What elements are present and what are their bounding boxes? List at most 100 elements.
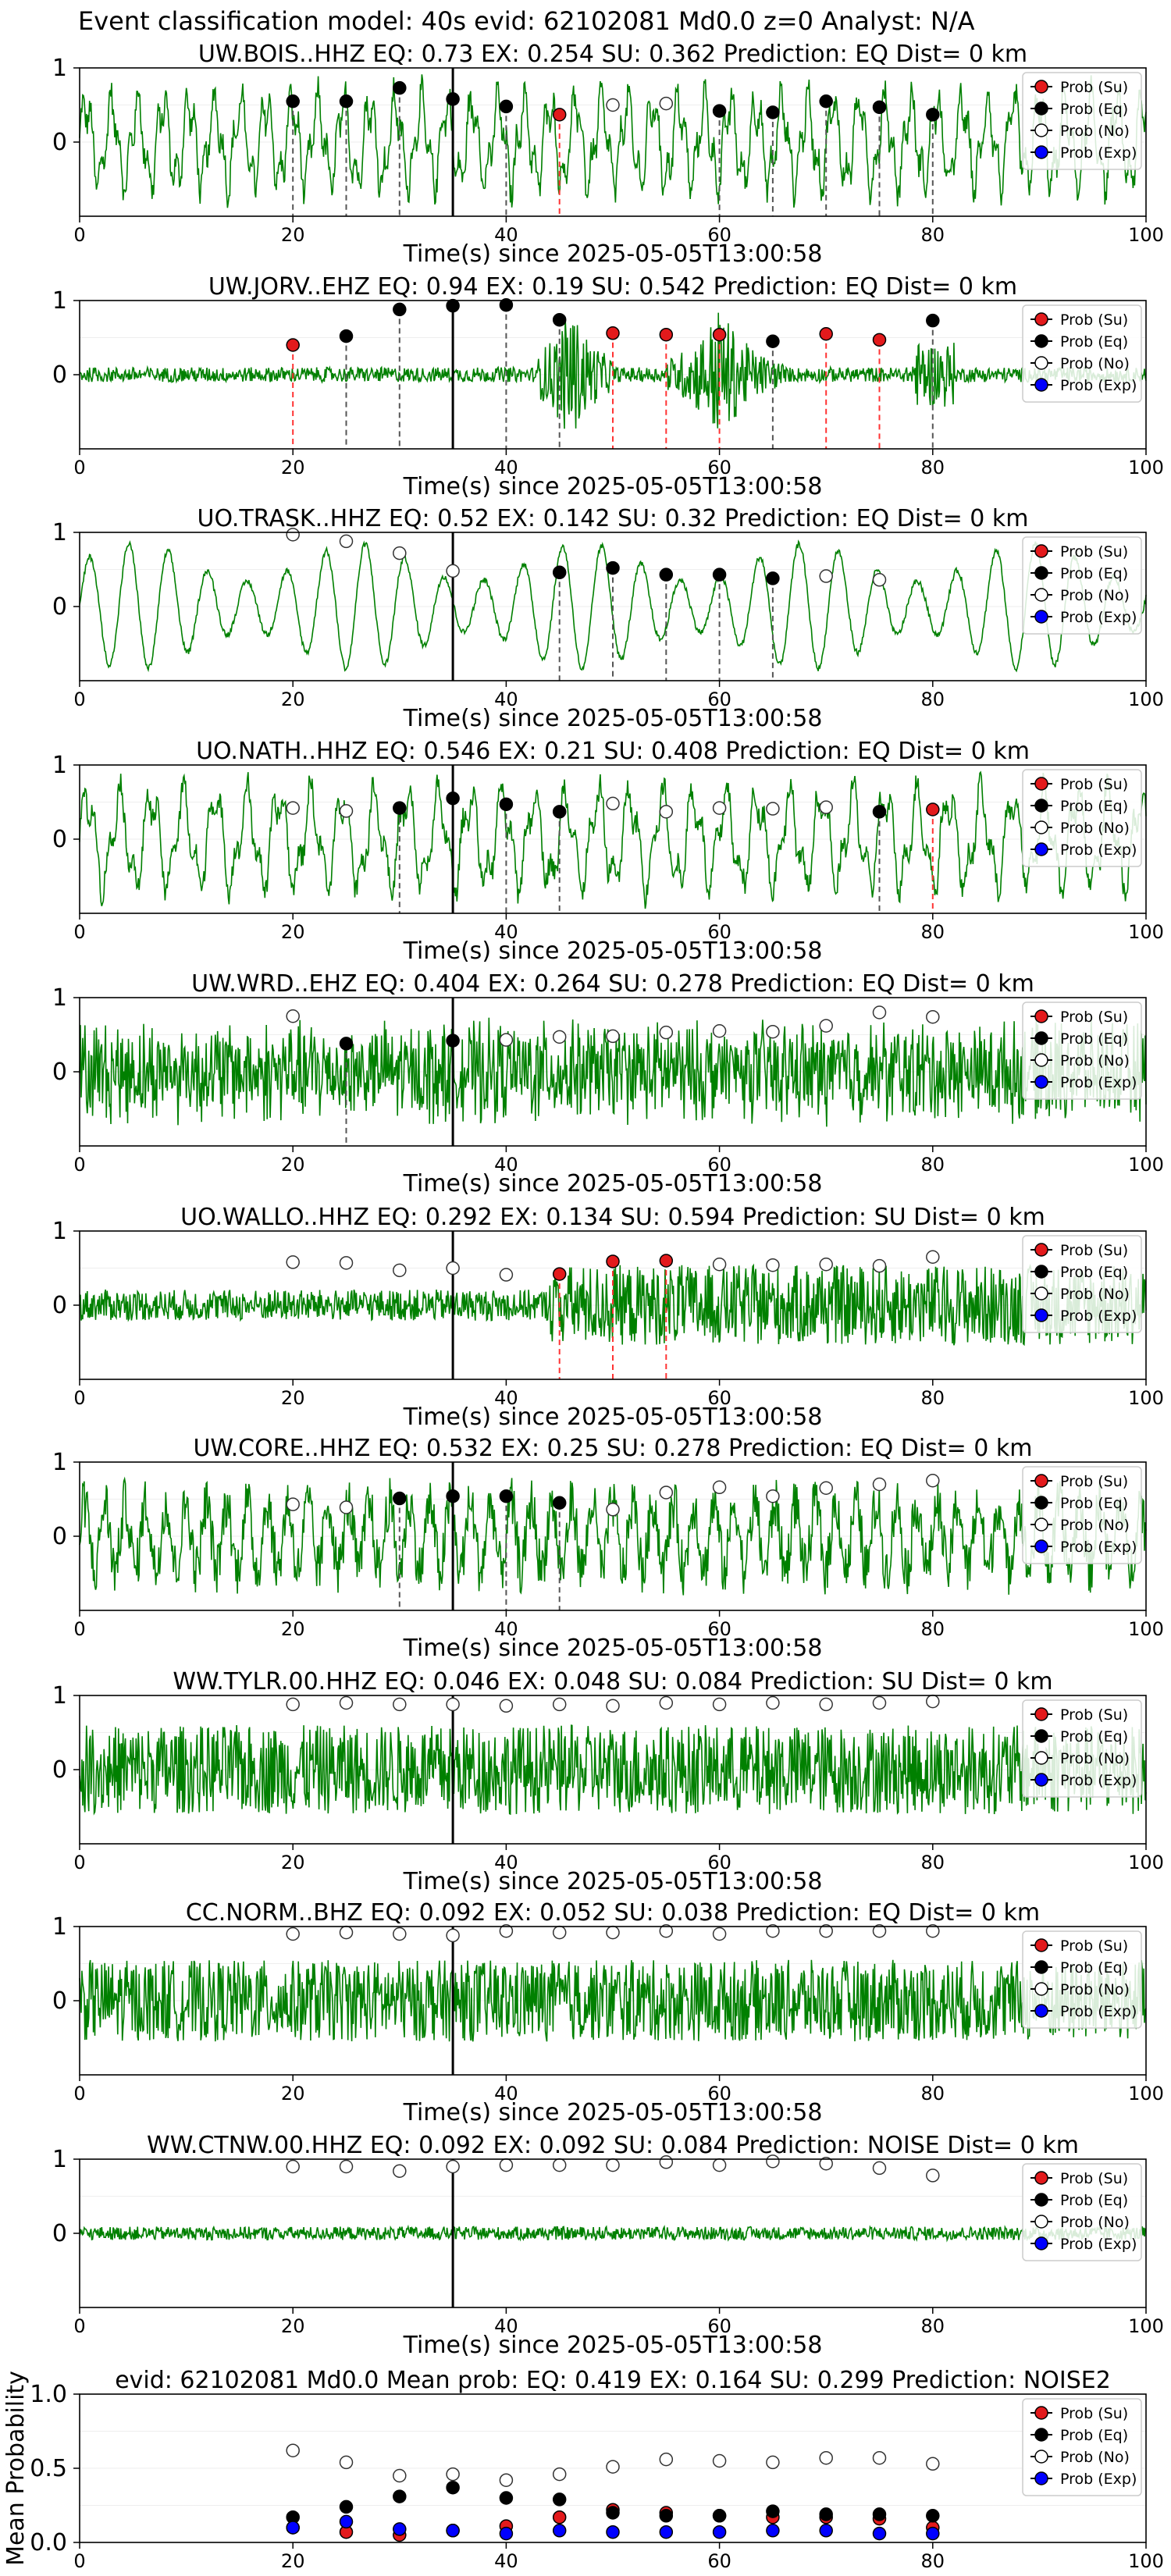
x-tick-label: 60 — [707, 1852, 731, 1873]
x-tick-label: 60 — [707, 2083, 731, 2105]
legend-label: Prob (Eq) — [1060, 2192, 1128, 2209]
prob-point-no — [766, 1258, 780, 1272]
legend: Prob (Su) Prob (Eq) Prob (No) Prob (Exp) — [1022, 304, 1142, 403]
legend-label: Prob (Su) — [1060, 776, 1128, 793]
subplot-5: UW.WRD..EHZ EQ: 0.404 EX: 0.264 SU: 0.27… — [52, 970, 1164, 1197]
prob-point-eq — [286, 94, 300, 109]
x-tick-label: 80 — [921, 2083, 945, 2105]
prob-point-no — [606, 1699, 620, 1713]
axes-frame — [79, 2393, 1147, 2543]
y-tick-label: 0 — [52, 593, 67, 621]
x-tick-label: 40 — [494, 1154, 518, 1176]
legend-marker-eq — [1034, 1265, 1048, 1279]
x-tick-label: 0 — [73, 2315, 85, 2337]
legend-marker-no — [1034, 820, 1048, 834]
subplot-3: UO.TRASK..HHZ EQ: 0.52 EX: 0.142 SU: 0.3… — [52, 505, 1164, 732]
y-tick-label: 0.0 — [30, 2529, 67, 2556]
prob-point-eq — [552, 805, 567, 819]
mean-point-eq — [446, 2480, 460, 2495]
legend-label: Prob (No) — [1060, 1750, 1130, 1767]
x-axis-label: Time(s) since 2025-05-05T13:00:58 — [403, 1868, 823, 1895]
legend: Prob (Su) Prob (Eq) Prob (No) Prob (Exp) — [1022, 1699, 1142, 1798]
mean-point-eq — [926, 2509, 940, 2523]
legend-box — [1022, 1466, 1142, 1564]
seismic-trace — [79, 770, 1147, 909]
x-tick-label: 60 — [707, 1387, 731, 1409]
x-tick-label: 20 — [281, 921, 305, 943]
x-tick-label: 60 — [707, 2315, 731, 2337]
prob-point-no — [659, 1485, 674, 1500]
legend-label: Prob (Su) — [1060, 1937, 1128, 1955]
legend: Prob (Su) Prob (Eq) Prob (No) Prob (Exp) — [1022, 72, 1142, 170]
prob-point-no — [286, 2159, 300, 2174]
mean-point-no — [712, 2453, 727, 2468]
x-tick-label: 0 — [73, 457, 85, 479]
x-tick-label: 80 — [921, 457, 945, 479]
prob-point-no — [499, 1033, 514, 1047]
prob-point-no — [606, 1503, 620, 1517]
axes-frame — [79, 1926, 1147, 2076]
mean-point-no — [393, 2468, 407, 2483]
legend-box — [1022, 1699, 1142, 1798]
mean-point-exp — [339, 2514, 354, 2529]
x-tick-label: 0 — [73, 1618, 85, 1640]
legend: Prob (Su) Prob (Eq) Prob (No) Prob (Exp) — [1022, 536, 1142, 635]
legend-label: Prob (Exp) — [1060, 609, 1137, 626]
legend-marker-no — [1034, 588, 1048, 602]
prob-point-eq — [819, 94, 833, 109]
prob-point-no — [339, 2159, 354, 2174]
prob-point-eq — [766, 334, 780, 348]
prob-point-no — [819, 2156, 833, 2171]
y-tick-label: 1 — [52, 2146, 67, 2173]
prob-point-no — [606, 796, 620, 811]
prob-point-no — [872, 1258, 887, 1273]
x-tick-label: 100 — [1128, 921, 1164, 943]
legend-marker-su — [1034, 312, 1048, 326]
x-axis-label: Time(s) since 2025-05-05T13:00:58 — [403, 705, 823, 732]
figure-suptitle: Event classification model: 40s evid: 62… — [78, 6, 975, 36]
legend-marker-no — [1034, 2215, 1048, 2229]
prob-point-no — [872, 1923, 887, 1938]
legend-label: Prob (Su) — [1060, 311, 1128, 329]
legend-label: Prob (Eq) — [1060, 565, 1128, 582]
x-tick-label: 100 — [1128, 224, 1164, 246]
seismic-trace — [79, 1724, 1147, 1816]
legend-label: Prob (No) — [1060, 1517, 1130, 1534]
legend-label: Prob (Exp) — [1060, 144, 1137, 162]
legend-label: Prob (Exp) — [1060, 2003, 1137, 2020]
prob-point-eq — [393, 801, 407, 815]
legend-box — [1022, 2163, 1142, 2261]
mean-point-eq — [766, 2504, 780, 2518]
mean-point-no — [286, 2443, 300, 2457]
legend-marker-su — [1034, 544, 1048, 558]
legend-marker-exp — [1034, 2471, 1048, 2485]
prob-point-no — [339, 534, 354, 549]
prob-point-no — [339, 1695, 354, 1710]
prob-point-no — [926, 1923, 940, 1938]
prob-point-no — [712, 1927, 727, 1941]
legend-box — [1022, 1235, 1142, 1333]
x-tick-label: 0 — [73, 2083, 85, 2105]
subplot-title: evid: 62102081 Md0.0 Mean prob: EQ: 0.41… — [115, 2367, 1111, 2394]
legend-marker-su — [1034, 2406, 1048, 2420]
subplot-title: UO.TRASK..HHZ EQ: 0.52 EX: 0.142 SU: 0.3… — [198, 505, 1029, 532]
x-axis-label: Time(s) since 2025-05-05T13:00:58 — [403, 1404, 823, 1431]
x-tick-label: 60 — [707, 1154, 731, 1176]
legend-marker-no — [1034, 1982, 1048, 1996]
prob-point-eq — [339, 1037, 354, 1051]
mean-point-exp — [712, 2524, 727, 2539]
y-tick-label: 1 — [52, 1449, 67, 1476]
prob-point-su — [819, 327, 833, 341]
prob-point-su — [552, 1267, 567, 1281]
prob-point-eq — [712, 568, 727, 582]
legend-marker-exp — [1034, 610, 1048, 624]
prob-point-no — [286, 1927, 300, 1941]
x-tick-label: 20 — [281, 1618, 305, 1640]
legend-label: Prob (Eq) — [1060, 1728, 1128, 1745]
subplot-4: UO.NATH..HHZ EQ: 0.546 EX: 0.21 SU: 0.40… — [52, 738, 1164, 965]
prob-point-no — [819, 1697, 833, 1712]
prob-point-eq — [766, 571, 780, 585]
x-tick-label: 60 — [707, 2550, 731, 2572]
prob-point-no — [286, 1697, 300, 1712]
axes-frame — [79, 300, 1147, 450]
